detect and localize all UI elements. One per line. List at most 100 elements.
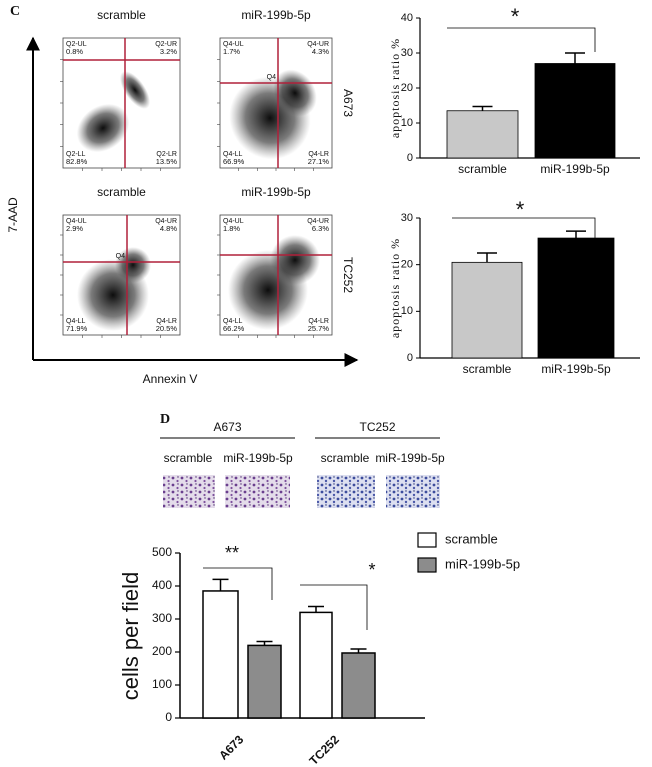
y-tick-label: 200 bbox=[152, 644, 172, 658]
quadrant-value: 1.7% bbox=[223, 47, 240, 56]
y-tick-label: 30 bbox=[401, 212, 413, 224]
condition-label: miR-199b-5p bbox=[375, 451, 445, 465]
y-axis-label: 7-AAD bbox=[6, 197, 20, 233]
x-tick-label: miR-199b-5p bbox=[540, 162, 610, 176]
micrograph bbox=[225, 475, 290, 508]
cell-cloud bbox=[119, 71, 151, 109]
bar bbox=[537, 237, 615, 359]
significance: * bbox=[368, 560, 375, 580]
condition-label: scramble bbox=[321, 451, 370, 465]
x-tick-label: scramble bbox=[463, 362, 512, 376]
quadrant-value: 82.8% bbox=[66, 157, 88, 166]
quadrant-value: 71.9% bbox=[66, 324, 88, 333]
panel-label: C bbox=[10, 4, 20, 19]
x-axis-label: Annexin V bbox=[143, 372, 198, 386]
y-tick-label: 0 bbox=[407, 152, 413, 164]
error-bar bbox=[308, 605, 324, 613]
error-bar bbox=[256, 640, 273, 646]
y-tick-label: 100 bbox=[152, 677, 172, 691]
significance: ** bbox=[225, 543, 239, 563]
error-bar bbox=[350, 648, 367, 653]
quadrant-name: Q4-LL bbox=[223, 151, 243, 158]
y-tick-label: 10 bbox=[401, 305, 413, 317]
plot-frame bbox=[62, 37, 181, 169]
y-axis-label: apoptosis ratio % bbox=[388, 38, 402, 138]
quadrant-value: 6.3% bbox=[312, 224, 329, 233]
x-tick-label: scramble bbox=[458, 162, 507, 176]
quadrant-value: 1.8% bbox=[223, 224, 240, 233]
quadrant-value: 4.3% bbox=[312, 47, 329, 56]
y-tick-label: 20 bbox=[401, 259, 413, 271]
y-tick-label: 500 bbox=[152, 545, 172, 559]
y-tick-label: 40 bbox=[401, 12, 413, 24]
panel-label: D bbox=[160, 412, 170, 427]
quadrant-name: Q2-UR bbox=[155, 41, 177, 48]
error-bar bbox=[472, 105, 493, 111]
quadrant-name: Q4-UL bbox=[66, 218, 87, 225]
x-tick-label: A673 bbox=[216, 732, 246, 762]
cell-cloud bbox=[76, 103, 130, 153]
bar bbox=[451, 261, 523, 359]
y-tick-label: 400 bbox=[152, 578, 172, 592]
y-tick-label: 10 bbox=[401, 117, 413, 129]
quadrant-name: Q4-LR bbox=[308, 151, 329, 158]
legend-swatch bbox=[417, 532, 437, 548]
plot-title: scramble bbox=[97, 185, 146, 199]
quadrant-name: Q4-LL bbox=[66, 318, 86, 325]
bar bbox=[202, 590, 239, 719]
error-bar bbox=[566, 230, 586, 239]
bar bbox=[534, 63, 616, 159]
significance-bracket bbox=[203, 567, 273, 600]
condition-label: miR-199b-5p bbox=[223, 451, 293, 465]
quadrant-value: 0.8% bbox=[66, 47, 83, 56]
quadrant-value: 2.9% bbox=[66, 224, 83, 233]
quadrant-value: 4.8% bbox=[160, 224, 177, 233]
plot-title: miR-199b-5p bbox=[241, 185, 311, 199]
quadrant-name: Q4-UL bbox=[223, 218, 244, 225]
significance: * bbox=[516, 197, 525, 222]
micrograph bbox=[317, 475, 375, 508]
group-label: A673 bbox=[213, 420, 241, 434]
quadrant-name: Q2-UL bbox=[66, 41, 87, 48]
cell-cloud bbox=[115, 247, 151, 283]
y-axis-label: apoptosis ratio % bbox=[388, 238, 402, 338]
significance-bracket bbox=[447, 27, 596, 52]
micrograph bbox=[386, 475, 440, 508]
y-tick-label: 300 bbox=[152, 611, 172, 625]
quadrant-value: 25.7% bbox=[308, 324, 330, 333]
y-tick-label: 30 bbox=[401, 47, 413, 59]
condition-label: scramble bbox=[164, 451, 213, 465]
legend-label: miR-199b-5p bbox=[445, 556, 520, 571]
gate-center: Q4 bbox=[267, 74, 276, 81]
plot-title: scramble bbox=[97, 8, 146, 22]
legend-label: scramble bbox=[445, 531, 498, 546]
quadrant-value: 27.1% bbox=[308, 157, 330, 166]
significance: * bbox=[511, 4, 520, 29]
quadrant-name: Q2-LL bbox=[66, 151, 86, 158]
micrograph bbox=[163, 475, 215, 508]
cell-cloud bbox=[270, 235, 320, 285]
error-bar bbox=[212, 578, 229, 591]
y-tick-label: 0 bbox=[165, 710, 172, 724]
quadrant-value: 66.9% bbox=[223, 157, 245, 166]
bar bbox=[446, 110, 519, 159]
gate-center: Q4 bbox=[116, 253, 125, 260]
quadrant-value: 66.2% bbox=[223, 324, 245, 333]
group-label: TC252 bbox=[359, 420, 395, 434]
quadrant-name: Q4-UR bbox=[307, 218, 329, 225]
significance-bracket bbox=[452, 217, 596, 240]
quadrant-name: Q4-LL bbox=[223, 318, 243, 325]
plot-title: miR-199b-5p bbox=[241, 8, 311, 22]
x-tick-label: miR-199b-5p bbox=[541, 362, 611, 376]
y-tick-label: 0 bbox=[407, 352, 413, 364]
error-bar bbox=[565, 52, 585, 64]
quadrant-value: 3.2% bbox=[160, 47, 177, 56]
quadrant-name: Q4-UR bbox=[307, 41, 329, 48]
quadrant-value: 13.5% bbox=[156, 157, 178, 166]
quadrant-name: Q4-UL bbox=[223, 41, 244, 48]
row-label: TC252 bbox=[341, 257, 355, 293]
y-tick-label: 20 bbox=[401, 82, 413, 94]
x-tick-label: TC252 bbox=[306, 732, 342, 767]
